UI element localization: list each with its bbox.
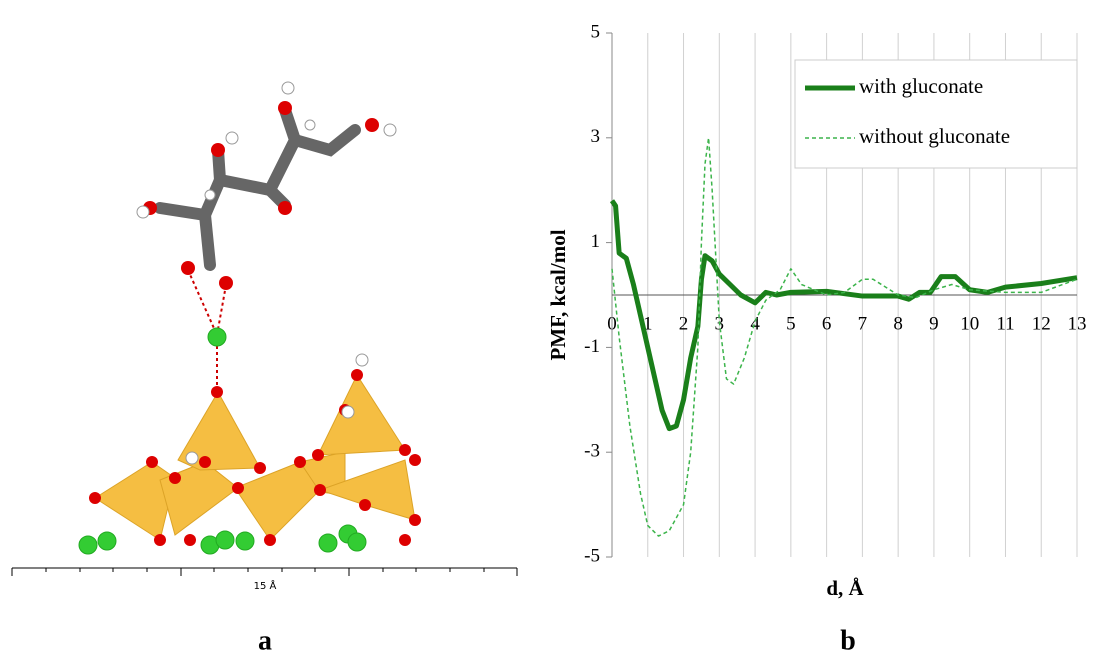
legend-label: without gluconate [859,124,1010,148]
series-line [609,199,1078,432]
x-tick-label: 5 [786,313,796,334]
x-tick-label: 1 [643,313,653,334]
panel-label: b [840,625,856,656]
y-tick-label: -3 [584,441,600,462]
x-tick-label: 7 [858,313,868,334]
x-tick-label: 13 [1068,313,1087,334]
x-tick-label: 6 [822,313,832,334]
y-axis-label: PMF, kcal/mol [546,229,570,360]
y-tick-label: -5 [584,545,600,566]
y-tick-label: -1 [584,336,600,357]
y-tick-label: 1 [591,231,601,252]
legend-label: with gluconate [859,74,983,98]
x-tick-label: 2 [679,313,689,334]
scale-label: 15 Å [254,579,277,592]
legend-box [794,59,1078,169]
panel-label: a [258,625,272,656]
x-tick-label: 9 [929,313,939,334]
x-tick-label: 11 [996,313,1014,334]
x-tick-label: 12 [1032,313,1051,334]
x-axis-label: d, Å [826,576,864,600]
x-tick-label: 4 [750,313,760,334]
y-tick-label: 5 [591,21,601,42]
series-line [611,137,1078,537]
y-tick-label: 3 [591,126,601,147]
x-tick-label: 8 [893,313,903,334]
molecule-render: 15 Å [11,81,518,592]
x-tick-label: 10 [960,313,979,334]
